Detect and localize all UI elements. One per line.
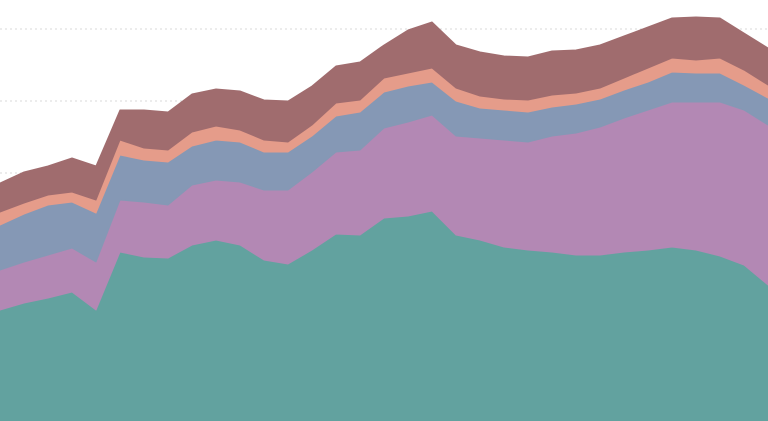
area — [0, 16, 768, 213]
areas — [0, 16, 768, 421]
